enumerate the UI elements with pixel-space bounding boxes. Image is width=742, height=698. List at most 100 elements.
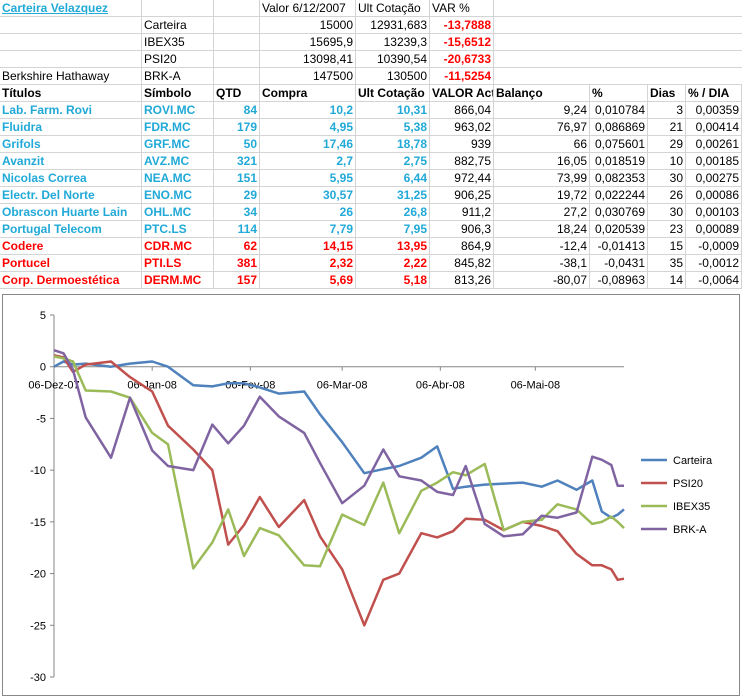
col-header[interactable]: Símbolo (142, 85, 214, 101)
cell-ult[interactable]: 7,95 (356, 221, 430, 237)
cell-titulo[interactable]: Electr. Del Norte (0, 187, 142, 203)
cell-pctdia[interactable]: 0,00103 (686, 204, 742, 220)
col-header[interactable]: Títulos (0, 85, 142, 101)
cell-pct[interactable]: 0,075601 (590, 136, 648, 152)
cell-valor[interactable]: 963,02 (430, 119, 494, 135)
cell-simbolo[interactable]: CDR.MC (142, 238, 214, 254)
cell-ult[interactable]: 31,25 (356, 187, 430, 203)
cell-pctdia[interactable]: -0,0009 (686, 238, 742, 254)
col-header[interactable]: Dias (648, 85, 686, 101)
cell-titulo[interactable]: Nicolas Correa (0, 170, 142, 186)
cell-pct[interactable]: 0,086869 (590, 119, 648, 135)
header-ult[interactable]: Ult Cotação (356, 0, 430, 16)
cell-valor[interactable]: 906,25 (430, 187, 494, 203)
cell-titulo[interactable]: Obrascon Huarte Lain (0, 204, 142, 220)
cell-titulo[interactable]: Fluidra (0, 119, 142, 135)
cell-qtd[interactable]: 114 (214, 221, 260, 237)
cell-compra[interactable]: 2,32 (260, 255, 356, 271)
cell-ult[interactable]: 13,95 (356, 238, 430, 254)
cell-titulo[interactable]: Corp. Dermoestética (0, 272, 142, 288)
cell-simbolo[interactable]: PTC.LS (142, 221, 214, 237)
cell-pct[interactable]: 0,030769 (590, 204, 648, 220)
cell-qtd[interactable]: 179 (214, 119, 260, 135)
cell-ult[interactable]: 10,31 (356, 102, 430, 118)
sheet-title-link[interactable]: Carteira Velazquez (0, 0, 142, 16)
cell-qtd[interactable]: 62 (214, 238, 260, 254)
cell-qtd[interactable]: 381 (214, 255, 260, 271)
cell-simbolo[interactable]: GRF.MC (142, 136, 214, 152)
cell-titulo[interactable]: Codere (0, 238, 142, 254)
cell-simbolo[interactable]: OHL.MC (142, 204, 214, 220)
cell-dias[interactable]: 3 (648, 102, 686, 118)
cell-valor[interactable]: 972,44 (430, 170, 494, 186)
col-header[interactable]: % (590, 85, 648, 101)
cell-pctdia[interactable]: 0,00086 (686, 187, 742, 203)
cell-compra[interactable]: 5,69 (260, 272, 356, 288)
cell-balanco[interactable]: 18,24 (494, 221, 590, 237)
header-valor[interactable]: Valor 6/12/2007 (260, 0, 356, 16)
cell-titulo[interactable]: Avanzit (0, 153, 142, 169)
cell-dias[interactable]: 21 (648, 119, 686, 135)
cell-ult[interactable]: 2,75 (356, 153, 430, 169)
cell-qtd[interactable]: 50 (214, 136, 260, 152)
cell-pct[interactable]: 0,022244 (590, 187, 648, 203)
cell-dias[interactable]: 14 (648, 272, 686, 288)
cell-dias[interactable]: 35 (648, 255, 686, 271)
cell-compra[interactable]: 10,2 (260, 102, 356, 118)
cell-qtd[interactable]: 29 (214, 187, 260, 203)
cell-titulo[interactable]: Grifols (0, 136, 142, 152)
cell-pct[interactable]: -0,01413 (590, 238, 648, 254)
cell-simbolo[interactable]: ROVI.MC (142, 102, 214, 118)
col-header[interactable]: Balanço (494, 85, 590, 101)
cell-qtd[interactable]: 157 (214, 272, 260, 288)
cell-compra[interactable]: 2,7 (260, 153, 356, 169)
cell-dias[interactable]: 30 (648, 170, 686, 186)
cell-dias[interactable]: 26 (648, 187, 686, 203)
cell-compra[interactable]: 5,95 (260, 170, 356, 186)
cell-pct[interactable]: 0,020539 (590, 221, 648, 237)
cell-pct[interactable]: 0,082353 (590, 170, 648, 186)
cell-pctdia[interactable]: 0,00261 (686, 136, 742, 152)
cell-balanco[interactable]: 16,05 (494, 153, 590, 169)
cell-titulo[interactable]: Lab. Farm. Rovi (0, 102, 142, 118)
cell-valor[interactable]: 864,9 (430, 238, 494, 254)
cell-ult[interactable]: 6,44 (356, 170, 430, 186)
cell-balanco[interactable]: 73,99 (494, 170, 590, 186)
cell-compra[interactable]: 4,95 (260, 119, 356, 135)
cell-pctdia[interactable]: 0,00359 (686, 102, 742, 118)
cell-pct[interactable]: -0,08963 (590, 272, 648, 288)
cell-dias[interactable]: 23 (648, 221, 686, 237)
cell-titulo[interactable]: Portugal Telecom (0, 221, 142, 237)
cell-pctdia[interactable]: -0,0064 (686, 272, 742, 288)
cell-qtd[interactable]: 151 (214, 170, 260, 186)
cell-balanco[interactable]: -12,4 (494, 238, 590, 254)
cell-titulo[interactable]: Portucel (0, 255, 142, 271)
cell-dias[interactable]: 29 (648, 136, 686, 152)
cell-pctdia[interactable]: -0,0012 (686, 255, 742, 271)
cell-ult[interactable]: 26,8 (356, 204, 430, 220)
cell-valor[interactable]: 911,2 (430, 204, 494, 220)
cell-dias[interactable]: 10 (648, 153, 686, 169)
cell-balanco[interactable]: 76,97 (494, 119, 590, 135)
cell-ult[interactable]: 18,78 (356, 136, 430, 152)
cell-qtd[interactable]: 34 (214, 204, 260, 220)
cell-balanco[interactable]: 9,24 (494, 102, 590, 118)
cell-simbolo[interactable]: NEA.MC (142, 170, 214, 186)
cell-valor[interactable]: 866,04 (430, 102, 494, 118)
cell-valor[interactable]: 882,75 (430, 153, 494, 169)
cell-compra[interactable]: 30,57 (260, 187, 356, 203)
cell-dias[interactable]: 15 (648, 238, 686, 254)
cell-valor[interactable]: 845,82 (430, 255, 494, 271)
cell-simbolo[interactable]: ENO.MC (142, 187, 214, 203)
cell-compra[interactable]: 7,79 (260, 221, 356, 237)
cell-balanco[interactable]: -80,07 (494, 272, 590, 288)
cell-balanco[interactable]: 66 (494, 136, 590, 152)
cell-simbolo[interactable]: FDR.MC (142, 119, 214, 135)
col-header[interactable]: Compra (260, 85, 356, 101)
cell-balanco[interactable]: 27,2 (494, 204, 590, 220)
cell-ult[interactable]: 2,22 (356, 255, 430, 271)
chart-area[interactable]: 5 0 -5 -10 -15 -20 -25 -30 06-Dez-07 06-Jan-08 06-… (2, 294, 740, 696)
cell-simbolo[interactable]: AVZ.MC (142, 153, 214, 169)
cell-pctdia[interactable]: 0,00185 (686, 153, 742, 169)
col-header[interactable]: VALOR Actual (432, 85, 494, 101)
